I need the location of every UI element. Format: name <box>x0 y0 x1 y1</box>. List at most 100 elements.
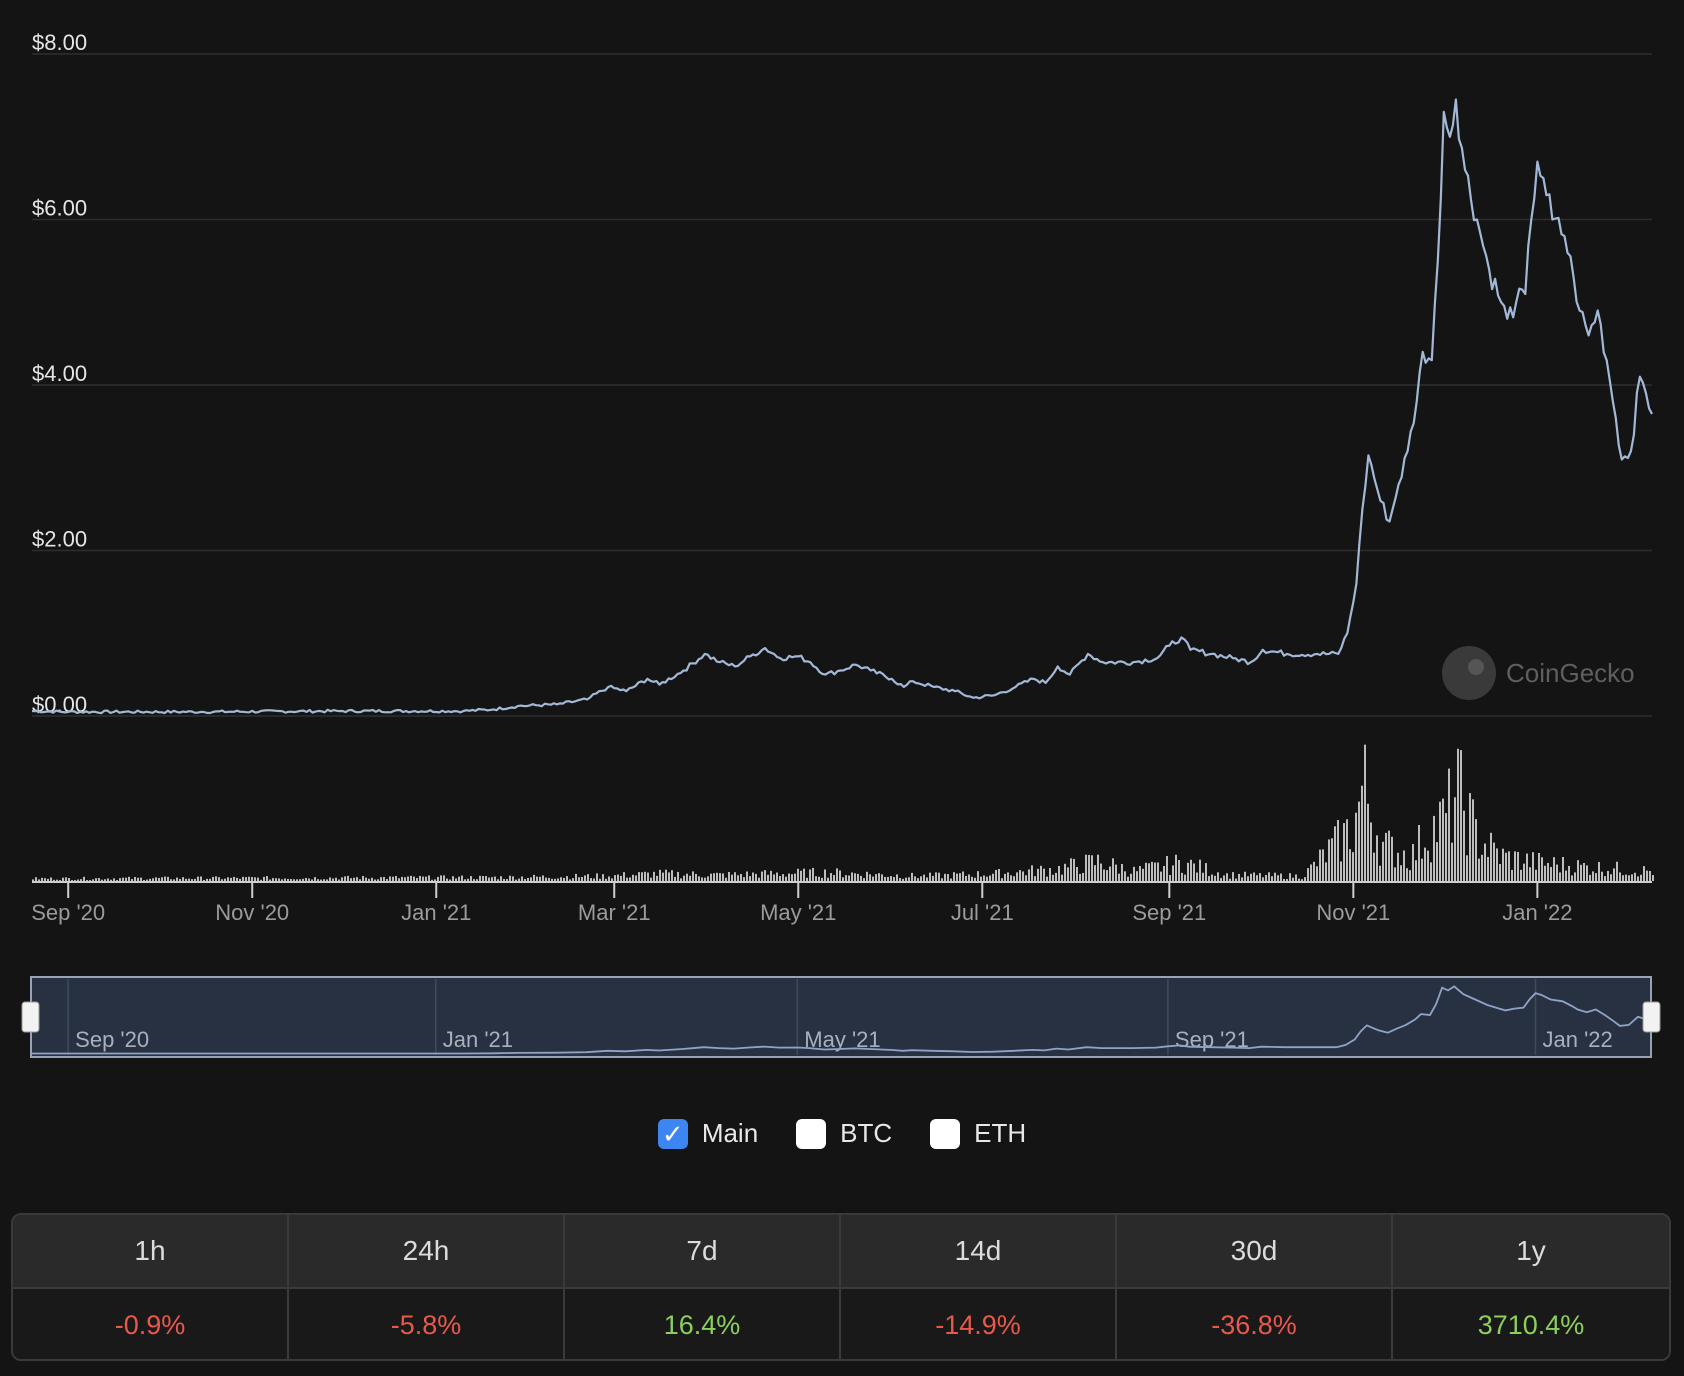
volume-bar <box>989 875 991 881</box>
volume-bar <box>1280 873 1282 881</box>
volume-bar <box>323 879 325 881</box>
volume-bar <box>773 874 775 881</box>
volume-bar <box>1265 874 1267 881</box>
volume-bar <box>1430 862 1432 881</box>
volume-bar <box>1454 797 1456 881</box>
volume-bar <box>158 877 160 881</box>
legend-item-eth[interactable]: ETH <box>930 1118 1026 1149</box>
volume-bar <box>1202 872 1204 881</box>
volume-bar <box>1427 850 1429 881</box>
volume-bar <box>1262 877 1264 881</box>
volume-bar <box>1568 865 1570 881</box>
volume-bar <box>422 876 424 881</box>
volume-bar <box>491 877 493 881</box>
perf-value-7d: 16.4% <box>565 1289 841 1359</box>
volume-bar <box>146 879 148 881</box>
volume-bar <box>506 879 508 881</box>
volume-bar <box>632 874 634 881</box>
volume-bar <box>524 878 526 881</box>
volume-bar <box>872 876 874 881</box>
volume-bar <box>1340 861 1342 881</box>
volume-bar <box>509 875 511 881</box>
volume-bar <box>599 878 601 881</box>
volume-bar <box>1514 851 1516 881</box>
volume-bar <box>1478 858 1480 881</box>
checkbox-main[interactable] <box>657 1118 688 1149</box>
volume-bar <box>1487 856 1489 881</box>
volume-bar <box>1052 874 1054 881</box>
volume-bar <box>1061 874 1063 881</box>
navigator-handle-left[interactable] <box>21 1001 40 1033</box>
volume-bar <box>1397 852 1399 881</box>
volume-bar <box>1214 875 1216 881</box>
volume-bar <box>464 879 466 881</box>
volume-bar <box>302 878 304 881</box>
volume-bar <box>1577 860 1579 881</box>
legend-item-main[interactable]: Main <box>657 1118 758 1149</box>
volume-bar <box>1571 875 1573 881</box>
volume-bar <box>1382 841 1384 881</box>
volume-bar <box>812 867 814 881</box>
volume-bar <box>128 876 130 881</box>
volume-bar <box>365 877 367 881</box>
volume-bar <box>374 879 376 881</box>
volume-bar <box>998 869 1000 881</box>
volume-bar <box>1547 862 1549 881</box>
volume-bar <box>1076 866 1078 881</box>
volume-bar <box>797 868 799 881</box>
volume-bar <box>95 878 97 881</box>
volume-bar <box>479 875 481 881</box>
volume-bar <box>770 870 772 881</box>
volume-bar <box>1139 865 1141 881</box>
volume-bar <box>1562 857 1564 881</box>
volume-bar <box>983 875 985 881</box>
volume-bar <box>824 869 826 881</box>
volume-bar <box>1289 873 1291 881</box>
checkbox-eth[interactable] <box>930 1118 961 1149</box>
volume-bar <box>1319 849 1321 881</box>
watermark: CoinGecko <box>1442 646 1635 700</box>
volume-bar <box>689 875 691 881</box>
legend-item-btc[interactable]: BTC <box>796 1118 892 1149</box>
perf-value-14d: -14.9% <box>841 1289 1117 1359</box>
volume-bar <box>695 873 697 881</box>
volume-bar <box>1322 849 1324 881</box>
volume-bar <box>1544 865 1546 881</box>
x-tick-label: Mar '21 <box>578 900 651 925</box>
perf-header-1y: 1y <box>1393 1215 1669 1289</box>
volume-bar <box>1649 871 1651 881</box>
volume-bar <box>554 878 556 881</box>
coingecko-logo-eye-icon <box>1468 659 1484 675</box>
volume-bar <box>1583 862 1585 881</box>
volume-bar <box>80 879 82 881</box>
volume-bar <box>866 871 868 881</box>
volume-bar <box>743 877 745 881</box>
volume-bar <box>698 876 700 881</box>
volume-bar <box>926 877 928 881</box>
volume-bar <box>308 878 310 881</box>
volume-bar <box>1211 874 1213 881</box>
volume-bar <box>1229 878 1231 881</box>
volume-bar <box>1166 856 1168 881</box>
volume-bar <box>1598 861 1600 881</box>
volume-bar <box>470 876 472 881</box>
volume-bar <box>206 878 208 881</box>
volume-bar <box>44 878 46 881</box>
volume-bar <box>1475 819 1477 881</box>
volume-bar <box>290 878 292 881</box>
checkbox-btc[interactable] <box>796 1118 827 1149</box>
volume-bar <box>1499 864 1501 881</box>
perf-header-14d: 14d <box>841 1215 1117 1289</box>
volume-bar <box>542 875 544 881</box>
volume-bar <box>1376 835 1378 881</box>
volume-bar <box>539 876 541 881</box>
volume-bar <box>905 877 907 881</box>
navigator-handle-right[interactable] <box>1642 1001 1661 1033</box>
volume-bar <box>602 874 604 881</box>
volume-bar <box>1049 868 1051 881</box>
volume-bar <box>1370 822 1372 881</box>
navigator-background[interactable] <box>30 976 1652 1058</box>
range-navigator[interactable]: Sep '20 Jan '21 May '21 Sep '21 Jan '22 <box>21 976 1661 1058</box>
volume-bar <box>191 879 193 881</box>
volume-bar <box>287 878 289 881</box>
